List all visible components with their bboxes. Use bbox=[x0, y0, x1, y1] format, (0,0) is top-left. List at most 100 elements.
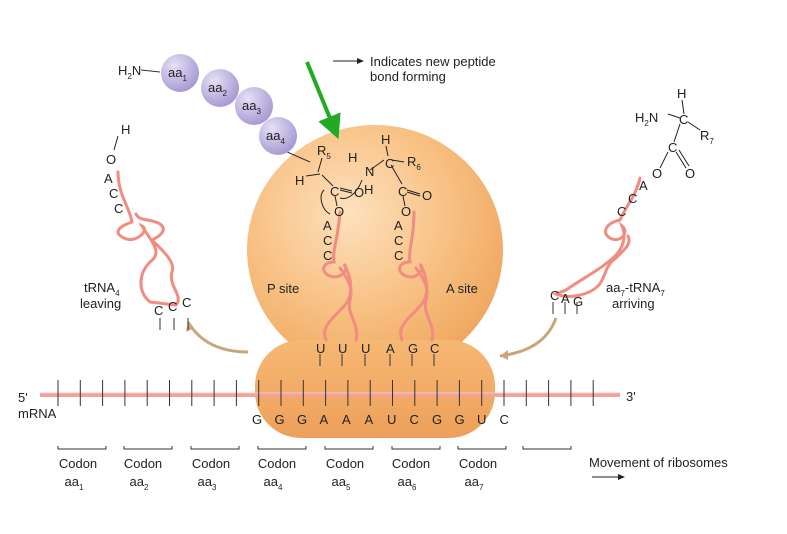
mrna-base: C bbox=[410, 412, 419, 427]
residue-aa2-label: aa2 bbox=[208, 80, 227, 98]
codon-label: Codon bbox=[124, 456, 162, 471]
trna-right-name: aa7-tRNA7 bbox=[606, 280, 665, 298]
codon-label: Codon bbox=[192, 456, 230, 471]
right-acceptor-1: A bbox=[639, 178, 648, 193]
left-anticodon-1: C bbox=[154, 303, 163, 318]
right-anticodon-3: G bbox=[573, 294, 583, 309]
chem-o-l: O bbox=[106, 152, 116, 167]
a-anticodon-3: C bbox=[430, 341, 439, 356]
trna-left-status: leaving bbox=[80, 296, 121, 311]
residue-aa2 bbox=[201, 69, 239, 107]
codon-amino-acid: aa1 bbox=[65, 474, 84, 492]
codon-bracket bbox=[457, 446, 507, 450]
mrna-label: mRNA bbox=[18, 406, 57, 421]
legend-line-2: bond forming bbox=[370, 69, 446, 84]
codon-bracket bbox=[257, 446, 307, 450]
right-acceptor-2: C bbox=[628, 191, 637, 206]
chem-o-p-double: O bbox=[354, 185, 364, 200]
mrna-base: G bbox=[432, 412, 442, 427]
mrna-base: G bbox=[275, 412, 285, 427]
residue-aa3-label: aa3 bbox=[242, 98, 261, 116]
mrna-base: U bbox=[387, 412, 396, 427]
left-acceptor-2: C bbox=[109, 186, 118, 201]
mrna-base: U bbox=[477, 412, 486, 427]
trna-a-body bbox=[398, 210, 435, 342]
a-acceptor-2: C bbox=[394, 233, 403, 248]
chem-n-a: N bbox=[365, 164, 374, 179]
peptide-chain bbox=[140, 54, 311, 163]
residue-aa3 bbox=[235, 87, 273, 125]
chem-h2n-r: H2N bbox=[635, 110, 658, 128]
p-acceptor-2: C bbox=[323, 233, 332, 248]
trna-p-body bbox=[322, 210, 359, 342]
codon-amino-acid: aa2 bbox=[130, 474, 149, 492]
p-anticodon-1: U bbox=[316, 341, 325, 356]
chem-c-r1: C bbox=[679, 112, 688, 127]
codon-bracket bbox=[391, 446, 441, 450]
left-anticodon-2: C bbox=[168, 299, 177, 314]
mrna-strand bbox=[40, 380, 620, 406]
chem-h-a1: H bbox=[348, 150, 357, 165]
chem-o-p-ester: O bbox=[334, 204, 344, 219]
trna-left-name: tRNA4 bbox=[84, 280, 120, 298]
codon-bracket bbox=[123, 446, 173, 450]
mrna-base: G bbox=[455, 412, 465, 427]
codon-amino-acid: aa7 bbox=[465, 474, 484, 492]
codon-label: Codon bbox=[258, 456, 296, 471]
mrna-base: C bbox=[500, 412, 509, 427]
trna-right-status: arriving bbox=[612, 296, 655, 311]
residue-aa1-label: aa1 bbox=[168, 65, 187, 83]
p-acceptor-1: A bbox=[323, 218, 332, 233]
chem-o-r-double: O bbox=[685, 166, 695, 181]
leaving-arrow bbox=[186, 321, 249, 354]
mrna-base: A bbox=[365, 412, 374, 427]
chem-h-a2: H bbox=[364, 182, 373, 197]
codon-bracket bbox=[324, 446, 374, 450]
chem-o-a-ester: O bbox=[401, 204, 411, 219]
trna-left-body bbox=[116, 170, 180, 307]
a-acceptor-3: C bbox=[394, 248, 403, 263]
codon-amino-acid: aa3 bbox=[198, 474, 217, 492]
chem-o-a-double: O bbox=[422, 188, 432, 203]
r6-label: R6 bbox=[407, 154, 421, 172]
codon-amino-acid: aa4 bbox=[264, 474, 283, 492]
chem-c-p: C bbox=[330, 184, 339, 199]
codon-bracket bbox=[57, 446, 107, 450]
codon-label: Codon bbox=[392, 456, 430, 471]
codon-amino-acid: aa6 bbox=[398, 474, 417, 492]
right-anticodon-2: A bbox=[561, 291, 570, 306]
codon-amino-acid: aa5 bbox=[332, 474, 351, 492]
mrna-base: A bbox=[320, 412, 329, 427]
a-anticodon-1: A bbox=[386, 341, 395, 356]
a-acceptor-1: A bbox=[394, 218, 403, 233]
movement-label: Movement of ribosomes bbox=[589, 455, 728, 470]
left-anticodon-3: C bbox=[182, 295, 191, 310]
chem-h-l: H bbox=[121, 122, 130, 137]
residue-aa4 bbox=[259, 117, 297, 155]
codon-label: Codon bbox=[326, 456, 364, 471]
codon-label: Codon bbox=[459, 456, 497, 471]
r7-label: R7 bbox=[700, 128, 714, 146]
chem-c-a2: C bbox=[398, 184, 407, 199]
codon-label: Codon bbox=[59, 456, 97, 471]
chem-c-a1: C bbox=[385, 156, 394, 171]
legend-line-1: Indicates new peptide bbox=[370, 54, 496, 69]
r5-label: R5 bbox=[317, 143, 331, 161]
p-anticodon-2: U bbox=[338, 341, 347, 356]
residue-aa1 bbox=[161, 54, 199, 92]
codon-bracket bbox=[522, 446, 572, 450]
mrna-base: G bbox=[252, 412, 262, 427]
chem-h-a3: H bbox=[381, 132, 390, 147]
a-anticodon-2: G bbox=[408, 341, 418, 356]
mrna-base: A bbox=[342, 412, 351, 427]
a-site-label: A site bbox=[446, 281, 478, 296]
p-acceptor-3: C bbox=[323, 248, 332, 263]
p-site-label: P site bbox=[267, 281, 299, 296]
right-acceptor-3: C bbox=[617, 204, 626, 219]
peptide-n-terminus: H2N bbox=[118, 63, 141, 81]
ribosome-small-subunit bbox=[255, 340, 495, 438]
mrna-base: G bbox=[297, 412, 307, 427]
ribosome-large-subunit bbox=[247, 125, 503, 375]
